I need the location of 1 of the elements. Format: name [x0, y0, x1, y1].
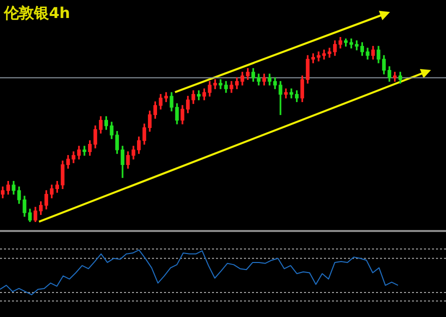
chart-title: 伦敦银4h: [4, 4, 70, 23]
